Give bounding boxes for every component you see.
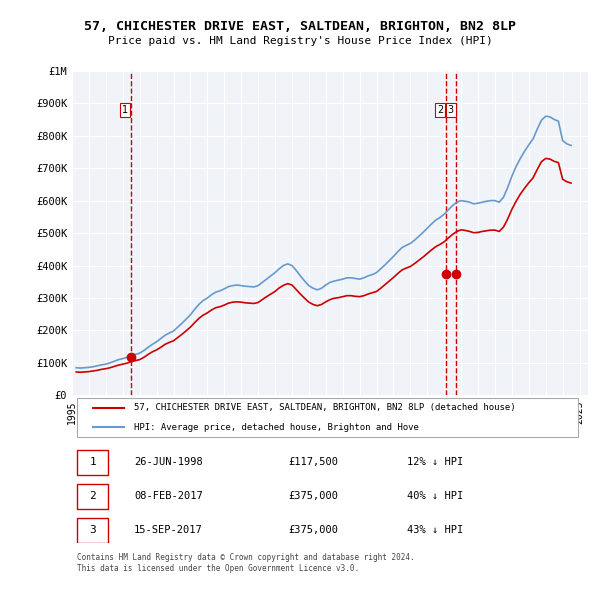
FancyBboxPatch shape [77,484,108,509]
Text: 43% ↓ HPI: 43% ↓ HPI [407,526,464,535]
Text: 40% ↓ HPI: 40% ↓ HPI [407,491,464,502]
Text: 12% ↓ HPI: 12% ↓ HPI [407,457,464,467]
Text: 1: 1 [89,457,96,467]
Text: £375,000: £375,000 [289,491,339,502]
Text: 2: 2 [437,105,443,114]
Text: 08-FEB-2017: 08-FEB-2017 [134,491,203,502]
Text: £117,500: £117,500 [289,457,339,467]
Text: HPI: Average price, detached house, Brighton and Hove: HPI: Average price, detached house, Brig… [134,422,419,432]
Text: 26-JUN-1998: 26-JUN-1998 [134,457,203,467]
Text: Price paid vs. HM Land Registry's House Price Index (HPI): Price paid vs. HM Land Registry's House … [107,37,493,46]
Text: 1: 1 [122,105,128,114]
Text: 57, CHICHESTER DRIVE EAST, SALTDEAN, BRIGHTON, BN2 8LP: 57, CHICHESTER DRIVE EAST, SALTDEAN, BRI… [84,20,516,33]
Text: 15-SEP-2017: 15-SEP-2017 [134,526,203,535]
Text: 2: 2 [89,491,96,502]
Text: 57, CHICHESTER DRIVE EAST, SALTDEAN, BRIGHTON, BN2 8LP (detached house): 57, CHICHESTER DRIVE EAST, SALTDEAN, BRI… [134,403,515,412]
FancyBboxPatch shape [77,398,578,437]
FancyBboxPatch shape [77,518,108,543]
Text: 3: 3 [448,105,454,114]
Text: £375,000: £375,000 [289,526,339,535]
Text: 3: 3 [89,526,96,535]
FancyBboxPatch shape [77,450,108,474]
Text: Contains HM Land Registry data © Crown copyright and database right 2024.
This d: Contains HM Land Registry data © Crown c… [77,553,415,573]
